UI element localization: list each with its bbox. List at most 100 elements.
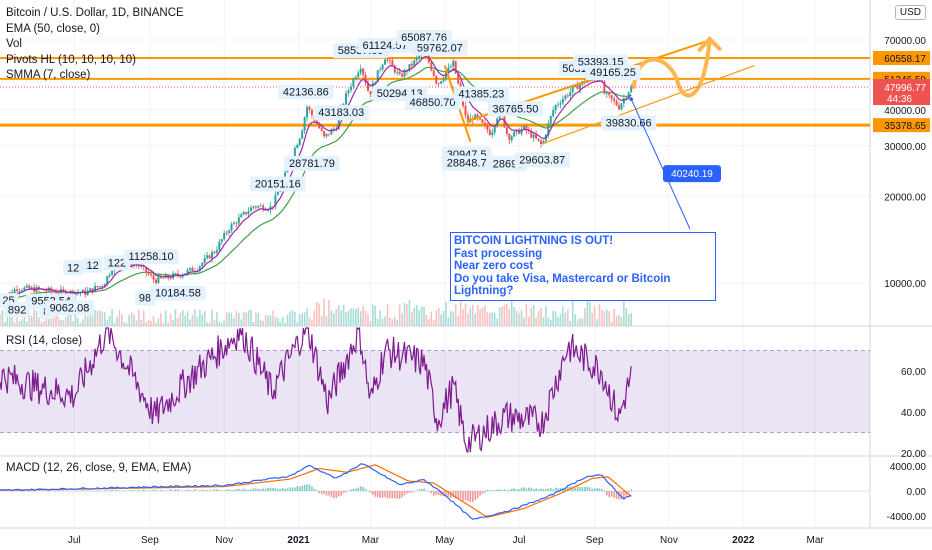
volume-bar xyxy=(113,322,116,326)
macd-histogram-bar xyxy=(62,489,65,491)
macd-histogram-bar xyxy=(135,490,138,492)
macd-histogram-bar xyxy=(296,486,299,491)
volume-bar xyxy=(96,311,99,326)
rsi-pane-title[interactable]: RSI (14, close) xyxy=(6,335,83,347)
macd-histogram-bar xyxy=(403,491,406,496)
macd-histogram-bar xyxy=(581,487,584,491)
ema-line xyxy=(0,66,632,302)
candle-body xyxy=(386,59,389,61)
candle-body xyxy=(296,144,299,148)
volume-bar xyxy=(23,313,26,326)
volume-bar xyxy=(267,315,269,326)
indicator-vol-label[interactable]: Vol xyxy=(6,38,22,50)
pivot-label: 98 xyxy=(139,293,151,305)
macd-histogram-bar xyxy=(347,490,350,492)
pivot-label-bg xyxy=(404,95,461,111)
candle-body xyxy=(147,272,150,275)
macd-histogram-bar xyxy=(33,491,35,492)
macd-histogram-bar xyxy=(345,491,347,493)
macd-histogram-bar xyxy=(147,490,150,491)
currency-badge[interactable]: USD xyxy=(894,5,926,20)
macd-histogram-bar xyxy=(91,491,94,492)
candle-body xyxy=(622,98,625,104)
macd-histogram-bar xyxy=(369,491,372,493)
macd-pane-title[interactable]: MACD (12, 26, close, 9, EMA, EMA) xyxy=(6,462,192,474)
volume-bar xyxy=(333,313,335,326)
volume-bar xyxy=(121,313,123,326)
volume-bar xyxy=(142,310,145,326)
volume-bar xyxy=(598,304,601,326)
indicator-pivots-label[interactable]: Pivots HL (10, 10, 10, 10) xyxy=(6,53,136,66)
candle-body xyxy=(617,105,620,110)
macd-histogram-bar xyxy=(608,491,611,498)
candle-body xyxy=(369,91,372,95)
volume-bar xyxy=(86,316,89,326)
candle-body xyxy=(30,287,33,289)
macd-histogram-bar xyxy=(86,491,89,492)
macd-histogram-bar xyxy=(625,491,628,496)
indicator-smma-label[interactable]: SMMA (7, close) xyxy=(6,69,91,81)
macd-histogram-bar xyxy=(586,486,589,491)
volume-bar xyxy=(240,319,243,326)
macd-histogram-bar xyxy=(55,491,57,492)
macd-histogram-bar xyxy=(503,489,506,491)
volume-bar xyxy=(116,316,118,326)
macd-histogram-bar xyxy=(464,491,467,501)
macd-histogram-bar xyxy=(311,486,313,491)
candle-body xyxy=(608,92,611,96)
volume-bar xyxy=(228,312,230,326)
volume-bar xyxy=(128,314,130,326)
macd-histogram-bar xyxy=(138,489,140,491)
candle-body xyxy=(276,191,279,196)
symbol-title[interactable]: Bitcoin / U.S. Dollar, 1D, BINANCE xyxy=(6,7,184,19)
candle-body xyxy=(264,210,267,211)
volume-bar xyxy=(588,301,591,326)
volume-bar xyxy=(442,311,445,326)
macd-histogram-bar xyxy=(277,488,279,491)
macd-histogram-bar xyxy=(160,489,162,491)
candle-body xyxy=(325,133,328,137)
price-axis-label: 40000.00 xyxy=(884,106,926,117)
note-line: BITCOIN LIGHTNING IS OUT! xyxy=(454,235,614,247)
macd-histogram-bar xyxy=(489,490,491,491)
text-note[interactable]: BITCOIN LIGHTNING IS OUT! Fast processin… xyxy=(450,232,716,301)
volume-bar xyxy=(357,307,360,326)
volume-bar xyxy=(467,313,469,326)
macd-histogram-bar xyxy=(308,484,311,491)
last-price-badge-bg xyxy=(873,79,930,106)
indicator-ema-label[interactable]: EMA (50, close, 0) xyxy=(6,22,100,35)
candle-body xyxy=(271,206,274,208)
macd-histogram-bar xyxy=(411,491,413,493)
macd-histogram-bar xyxy=(571,486,574,491)
volume-bar xyxy=(57,316,60,326)
volume-bar xyxy=(150,320,152,326)
volume-bar xyxy=(147,319,150,326)
macd-histogram-bar xyxy=(82,489,84,491)
macd-histogram-bar xyxy=(130,490,133,491)
macd-histogram-bar xyxy=(250,489,252,491)
candle-body xyxy=(432,70,435,77)
macd-histogram-bar xyxy=(579,487,581,491)
volume-bar xyxy=(623,301,625,326)
volume-bar xyxy=(532,305,535,326)
macd-histogram-bar xyxy=(379,491,381,498)
last-price-badge: 47996.77 xyxy=(884,83,926,94)
candle-body xyxy=(376,70,379,83)
macd-histogram-bar xyxy=(257,488,260,491)
macd-histogram-bar xyxy=(103,490,106,491)
note-connector-line xyxy=(630,98,691,230)
candle-body xyxy=(25,285,28,288)
macd-histogram-bar xyxy=(508,490,511,491)
macd-histogram-bar xyxy=(233,489,235,491)
candle-body xyxy=(37,286,40,289)
macd-histogram-bar xyxy=(537,489,540,491)
candle-body xyxy=(228,230,231,233)
volume-bar xyxy=(364,310,367,326)
pivot-label: 43183.03 xyxy=(318,107,364,119)
price-axis: 10000.0020000.0030000.0040000.0050000.00… xyxy=(873,36,930,290)
volume-bars xyxy=(0,297,632,326)
macd-histogram-bar xyxy=(203,489,206,491)
pivot-label: 36765.50 xyxy=(492,103,538,115)
macd-histogram-bar xyxy=(255,488,257,491)
candle-body xyxy=(447,67,450,73)
